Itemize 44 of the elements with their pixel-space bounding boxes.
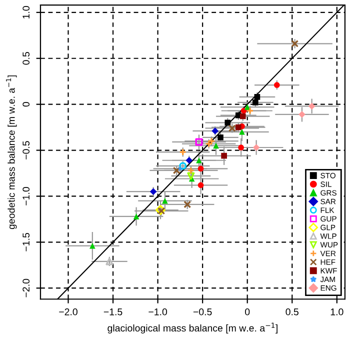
point (221, 152, 227, 159)
x-tick-label: −1.0 (148, 308, 168, 316)
x-tick-label: 0.5 (286, 308, 298, 316)
point (308, 102, 316, 110)
y-tick-label: −1.5 (22, 232, 30, 252)
point (213, 142, 219, 149)
point (198, 166, 204, 172)
point (224, 120, 231, 126)
y-axis-title: geodetic mass balance [m w.e. a$^{−1}$] (6, 75, 17, 230)
point (254, 94, 260, 100)
point (252, 100, 258, 106)
point (246, 106, 254, 114)
x-tick-label: 1.0 (330, 308, 344, 316)
point (196, 157, 202, 164)
y-tick-label: 1.0 (22, 6, 30, 18)
x-tick-label: −2.0 (59, 308, 78, 316)
point (228, 124, 236, 132)
point (179, 162, 187, 170)
point (133, 214, 140, 220)
point (205, 140, 213, 148)
y-tick-label: 0.5 (22, 52, 30, 65)
point (298, 110, 306, 118)
point (238, 144, 244, 150)
point (172, 166, 180, 174)
x-axis-title: glaciological mass balance [m w.e. a$^{−1}$] (108, 322, 278, 334)
y-tick-label: 0 (22, 102, 30, 107)
point (239, 128, 245, 135)
y-tick-label: −2.0 (22, 278, 30, 298)
point (177, 166, 183, 171)
point (90, 242, 96, 249)
x-tick-label: −0.5 (193, 308, 212, 316)
x-tick-label: −1.5 (104, 308, 122, 316)
point (195, 138, 203, 146)
x-tick-label: 0 (245, 308, 250, 316)
point (274, 82, 280, 88)
point (208, 137, 216, 145)
point (198, 182, 204, 188)
point (252, 144, 260, 151)
y-tick-label: −0.5 (22, 141, 30, 160)
point (150, 188, 157, 196)
point (106, 258, 114, 266)
point (291, 40, 299, 48)
y-tick-label: −1.0 (22, 186, 30, 206)
point (179, 148, 187, 156)
